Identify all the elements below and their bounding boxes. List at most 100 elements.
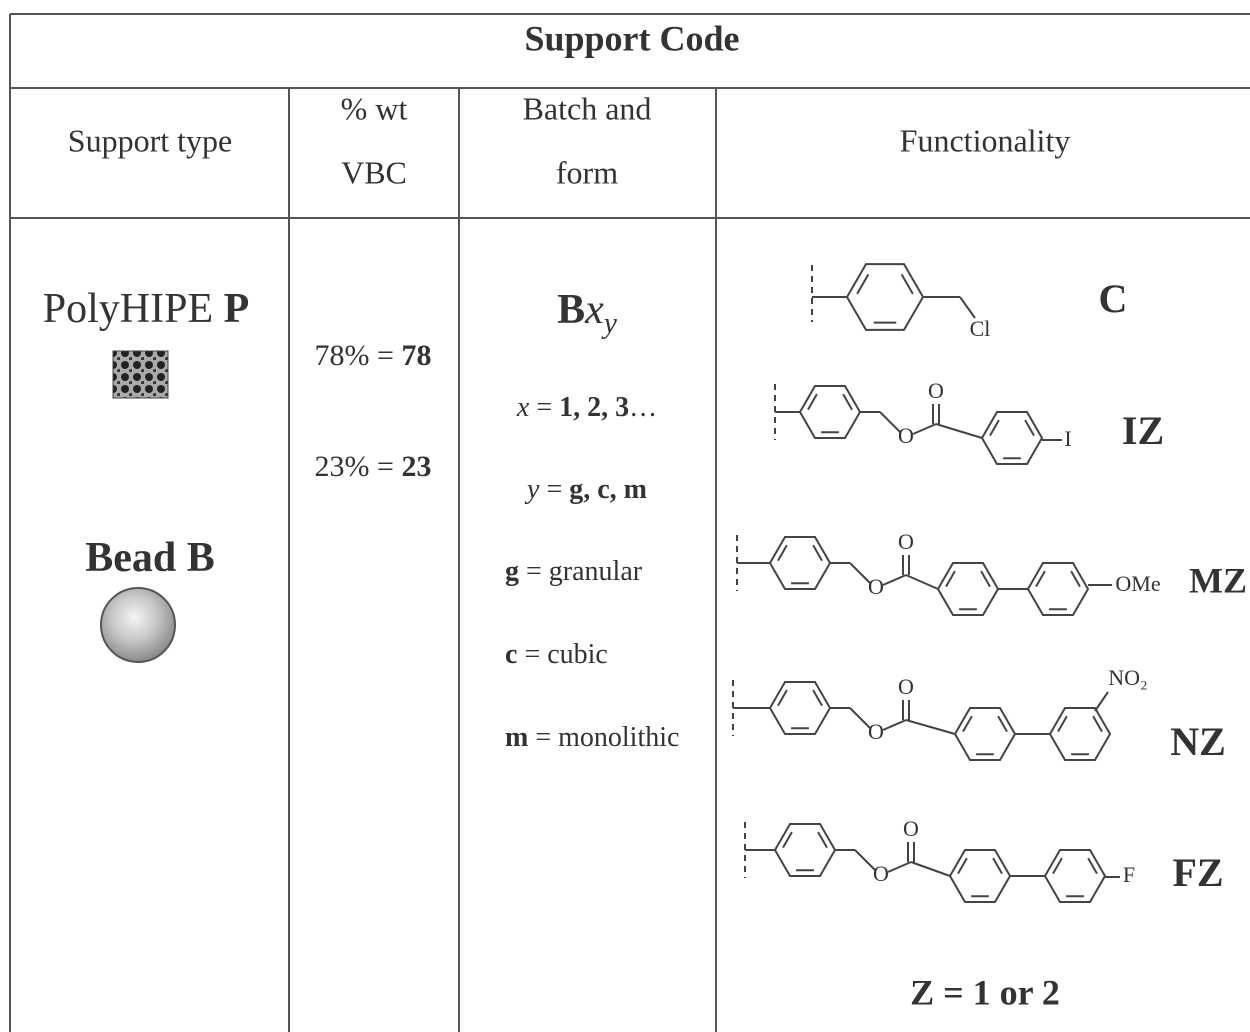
atom-label: O [898, 529, 914, 554]
bond [812, 689, 823, 707]
bond [962, 715, 973, 733]
batch-code-part: x [584, 287, 604, 333]
bead-icon [100, 587, 176, 663]
support-type-part: P [224, 286, 250, 332]
batch-code-part: B [557, 287, 585, 333]
bond [1094, 691, 1109, 712]
batch-definition-part: = [529, 392, 559, 423]
benzene-ring [1043, 849, 1107, 903]
vbc-value-part: 78% = [315, 339, 402, 372]
bond [782, 831, 793, 849]
batch-definition-part: g [505, 556, 519, 587]
polyhipe-icon [112, 350, 169, 399]
atom-label: F [1123, 862, 1135, 887]
support-type-part: Bead [85, 535, 187, 581]
column-header: VBC [341, 154, 407, 190]
batch-definition: g = granular [505, 556, 643, 587]
structure: Cl [811, 263, 991, 341]
bond [849, 562, 871, 584]
benzene-ring [948, 849, 1012, 903]
batch-definition-part: g, c, m [569, 474, 647, 505]
bond [1057, 715, 1068, 733]
benzene-ring [980, 411, 1044, 465]
bond [817, 831, 828, 849]
structure: OO I [774, 378, 1072, 465]
atom-label: OMe [1115, 571, 1160, 596]
bond [992, 857, 1003, 875]
benzene-ring [768, 536, 832, 590]
vbc-value-part: 78 [401, 339, 431, 372]
support-type: PolyHIPE P [43, 286, 250, 332]
batch-definition-part: = monolithic [528, 722, 679, 753]
group-code: MZ [1189, 560, 1247, 600]
benzene-ring [768, 681, 832, 735]
support-type: Bead B [85, 535, 215, 581]
vbc-value-part: 23 [401, 450, 431, 483]
vbc-value: 78% = 78 [315, 339, 432, 372]
bond [900, 273, 914, 295]
bond [854, 849, 876, 871]
bond [997, 715, 1008, 733]
benzene-ring [773, 823, 837, 877]
batch-definition-part: 1, 2, 3 [559, 392, 629, 423]
atom-label: O [903, 816, 919, 841]
group-code: C [1099, 276, 1128, 321]
batch-definition-part: y [524, 474, 540, 505]
bond [959, 296, 976, 319]
column-header: % wt [341, 90, 408, 126]
column-header: form [556, 154, 618, 190]
bond [910, 861, 951, 877]
atom-label: O [898, 423, 914, 448]
column-header: Functionality [900, 122, 1071, 158]
bond [1035, 570, 1046, 588]
bond [882, 574, 907, 586]
note: Z = 1 or 2 [910, 972, 1060, 1012]
atom-label: Cl [970, 316, 991, 341]
structure: OO OMe [736, 529, 1161, 616]
bond [1024, 419, 1035, 437]
atom-label: O [868, 574, 884, 599]
batch-code: Bxy [557, 287, 618, 340]
batch-definition-part: c [505, 639, 517, 670]
benzene-ring [1048, 707, 1112, 761]
group-code: IZ [1122, 408, 1164, 453]
bond [812, 544, 823, 562]
bond [989, 419, 1000, 437]
bond [957, 857, 968, 875]
bond [905, 719, 956, 735]
atom-label: I [1064, 426, 1071, 451]
bond [777, 689, 788, 707]
bond [945, 570, 956, 588]
bond [1092, 715, 1103, 733]
batch-definition-part: = cubic [517, 639, 607, 670]
bond [777, 544, 788, 562]
benzene-ring [936, 562, 1000, 616]
group-code: FZ [1172, 850, 1223, 895]
atom-label: O [898, 674, 914, 699]
bond [980, 570, 991, 588]
bond [849, 707, 871, 729]
bond [879, 411, 901, 433]
batch-definition: y = g, c, m [524, 474, 647, 505]
benzene-ring [953, 707, 1017, 761]
batch-definition: x = 1, 2, 3… [516, 392, 657, 423]
bond [887, 861, 912, 873]
column-header: Support type [68, 122, 232, 158]
table-title: Support Code [524, 18, 739, 58]
atom-label: NO₂ [1108, 665, 1147, 690]
batch-definition-part: = granular [519, 556, 643, 587]
batch-definition-part: = [539, 474, 569, 505]
batch-definition-part: … [629, 392, 657, 423]
bond [882, 719, 907, 731]
support-type-part: PolyHIPE [43, 286, 224, 332]
bond [807, 393, 818, 411]
bond [1070, 570, 1081, 588]
vbc-value: 23% = 23 [315, 450, 432, 483]
bond [935, 423, 983, 439]
vbc-value-part: 23% = [315, 450, 402, 483]
benzene-ring [798, 385, 862, 439]
bond [856, 273, 870, 295]
benzene-ring [845, 263, 925, 331]
structure: OO NO₂ [732, 665, 1148, 761]
